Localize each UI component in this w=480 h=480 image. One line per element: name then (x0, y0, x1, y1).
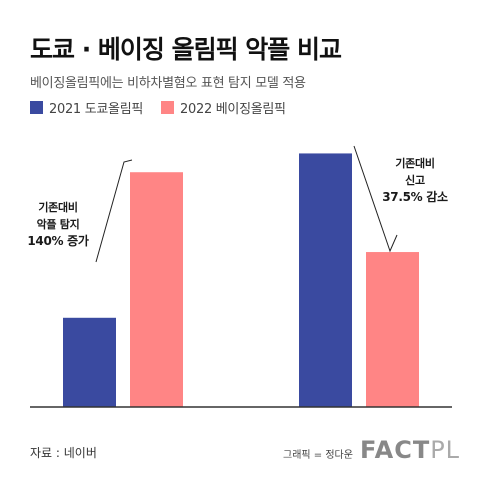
brand-logo-light: PL (430, 436, 461, 464)
annotation-1-line-3: 140% 증가 (27, 233, 88, 248)
legend-label-tokyo: 2021 도쿄올림픽 (49, 102, 144, 117)
bar-tokyo-2 (299, 153, 352, 407)
annotation-1-line-1: 기존대비 (38, 200, 77, 214)
annotation-2-line-2: 신고 (405, 173, 425, 187)
legend-label-beijing: 2022 베이징올림픽 (180, 102, 286, 117)
annotation-pointer-2 (353, 145, 398, 253)
annotation-1-line-2: 악플 탐지 (37, 217, 80, 231)
bar-tokyo-1 (63, 317, 116, 407)
brand-logo: FACTPL (360, 436, 460, 464)
chart-subtitle: 베이징올림픽에는 비하차별혐오 표현 탐지 모델 적용 (30, 76, 306, 91)
bar-beijing-1 (130, 172, 183, 407)
brand-logo-main: FACT (360, 436, 431, 464)
annotation-pointer-1 (95, 159, 133, 263)
legend-item-beijing: 2022 베이징올림픽 (161, 98, 286, 117)
annotation-2-line-1: 기존대비 (395, 156, 434, 170)
graphic-credit: 그래픽 = 정다운 (283, 450, 353, 461)
legend: 2021 도쿄올림픽 2022 베이징올림픽 (30, 98, 304, 117)
legend-swatch-tokyo (30, 101, 43, 114)
source-note: 자료 : 네이버 (30, 446, 97, 460)
annotation-2-line-3: 37.5% 감소 (382, 189, 448, 204)
legend-swatch-beijing (161, 101, 175, 114)
chart-title: 도쿄 · 베이징 올림픽 악플 비교 (30, 35, 342, 64)
bar-beijing-2 (366, 252, 419, 407)
legend-item-tokyo: 2021 도쿄올림픽 (30, 98, 143, 117)
